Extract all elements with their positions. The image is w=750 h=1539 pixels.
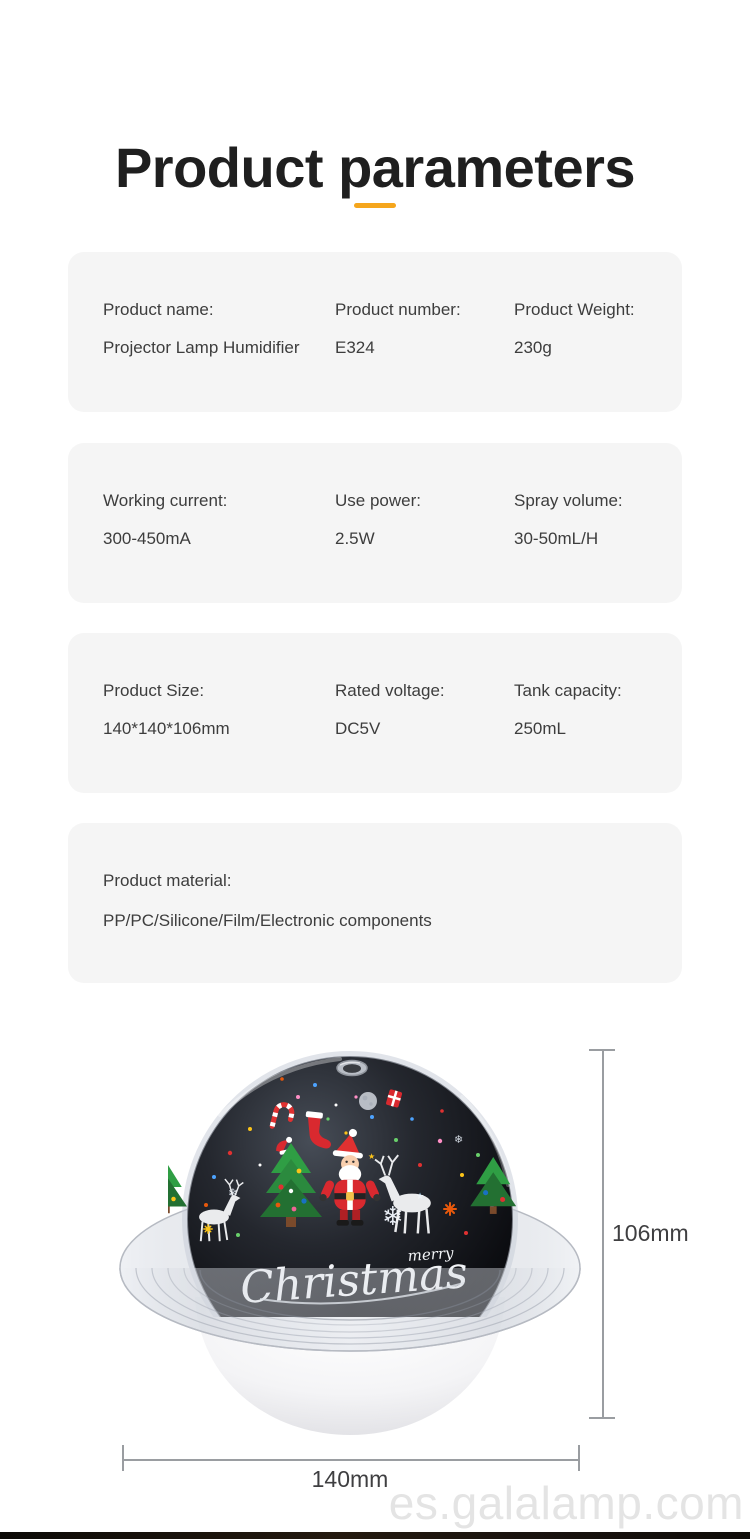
mist-outlet (336, 1059, 368, 1077)
product-photo-svg: ★ ★ ★ ❄ ❄ ❄ (119, 1051, 581, 1435)
stocking-graphic (305, 1111, 331, 1149)
spec-field: Use power: 2.5W (335, 491, 514, 549)
spec-value: Projector Lamp Humidifier (103, 338, 300, 357)
spec-card-size: Product Size: 140*140*106mm Rated voltag… (68, 633, 682, 793)
height-dimension-cap-top (589, 1049, 615, 1051)
spec-value: 300-450mA (103, 529, 191, 548)
spec-label: Product name: (103, 300, 214, 319)
height-dimension-line (602, 1050, 604, 1418)
small-tree-right (470, 1157, 517, 1214)
spec-field: Rated voltage: DC5V (335, 681, 514, 739)
spec-card-electrical: Working current: 300-450mA Use power: 2.… (68, 443, 682, 603)
spec-field: Tank capacity: 250mL (514, 681, 663, 739)
svg-text:❄: ❄ (228, 1186, 238, 1200)
width-dimension-label: 140mm (311, 1466, 389, 1492)
spec-field: Product name: Projector Lamp Humidifier (103, 300, 335, 358)
svg-text:❄: ❄ (454, 1133, 463, 1146)
spec-label: Product Weight: (514, 300, 635, 319)
gift-graphic (386, 1089, 403, 1108)
height-dimension-label: 106mm (612, 1220, 689, 1246)
title-accent-underline (354, 203, 396, 208)
spec-card-basic: Product name: Projector Lamp Humidifier … (68, 252, 682, 412)
spec-value: 250mL (514, 719, 566, 738)
site-watermark: es.galalamp.com (388, 1477, 744, 1529)
moon-graphic (359, 1092, 377, 1110)
candy-cane-graphic (269, 1102, 295, 1129)
spec-field: Product number: E324 (335, 300, 514, 358)
spec-label: Product number: (335, 300, 461, 319)
spec-label: Tank capacity: (514, 681, 622, 700)
product-image: ★ ★ ★ ❄ ❄ ❄ (110, 1045, 590, 1440)
merry-text: merry (407, 1244, 455, 1265)
page-title: Product parameters (114, 135, 636, 199)
spec-label: Rated voltage: (335, 681, 445, 700)
next-section-edge (0, 1532, 750, 1539)
spec-field: Spray volume: 30-50mL/H (514, 491, 663, 549)
spec-value: PP/PC/Silicone/Film/Electronic component… (103, 911, 432, 930)
small-tree-left (168, 1165, 187, 1214)
christmas-tree-graphic (260, 1143, 322, 1227)
spec-value: 140*140*106mm (103, 719, 230, 738)
spec-field: Working current: 300-450mA (103, 491, 335, 549)
spec-value: 30-50mL/H (514, 529, 599, 548)
spec-label: Product material: (103, 871, 232, 890)
spec-label: Working current: (103, 491, 228, 510)
spec-label: Use power: (335, 491, 421, 510)
svg-text:★: ★ (368, 1152, 375, 1161)
spec-field: Product Size: 140*140*106mm (103, 681, 335, 739)
height-dimension-cap-bottom (589, 1417, 615, 1419)
spec-value: DC5V (335, 719, 381, 738)
spec-label: Product Size: (103, 681, 205, 700)
santa-graphic (319, 1128, 381, 1226)
spec-value: E324 (335, 338, 375, 357)
spec-field: Product material: PP/PC/Silicone/Film/El… (103, 871, 663, 931)
spec-value: 2.5W (335, 529, 375, 548)
saucer-ring-front (119, 1267, 581, 1352)
width-dimension-line (122, 1459, 580, 1461)
width-dimension-cap-right (578, 1445, 580, 1471)
width-dimension-cap-left (122, 1445, 124, 1471)
starburst-icons (203, 1202, 457, 1234)
spec-value: 230g (514, 338, 552, 357)
spec-card-material: Product material: PP/PC/Silicone/Film/El… (68, 823, 682, 983)
spec-field: Product Weight: 230g (514, 300, 663, 358)
spec-label: Spray volume: (514, 491, 623, 510)
